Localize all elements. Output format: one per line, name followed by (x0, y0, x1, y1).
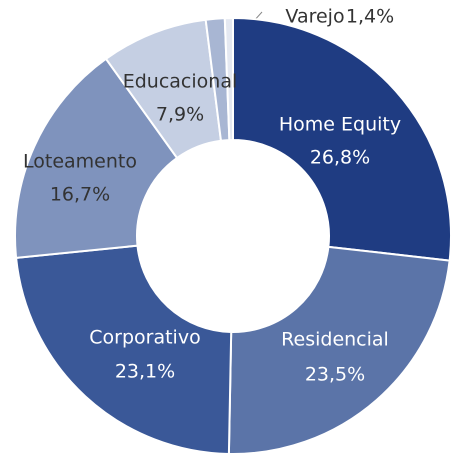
value-label: 23,1% (115, 361, 175, 383)
slice-label: Home Equity (279, 114, 401, 136)
donut-slice (227, 245, 451, 455)
slice-label: Corporativo (89, 327, 200, 349)
donut-slice (223, 16, 234, 142)
value-label: 1,4% (346, 6, 394, 28)
value-label: 16,7% (50, 184, 110, 206)
value-label: 7,9% (156, 104, 204, 126)
slice-label: Loteamento (23, 151, 137, 173)
value-label: 23,5% (305, 364, 365, 386)
donut-slice (15, 244, 233, 455)
donut-slice (232, 16, 452, 262)
value-label: 26,8% (310, 147, 370, 169)
donut-slice (14, 57, 179, 259)
slice-label: Residencial (281, 329, 389, 351)
slice-label: Educacional (123, 71, 238, 93)
slice-label: Varejo (285, 6, 344, 28)
